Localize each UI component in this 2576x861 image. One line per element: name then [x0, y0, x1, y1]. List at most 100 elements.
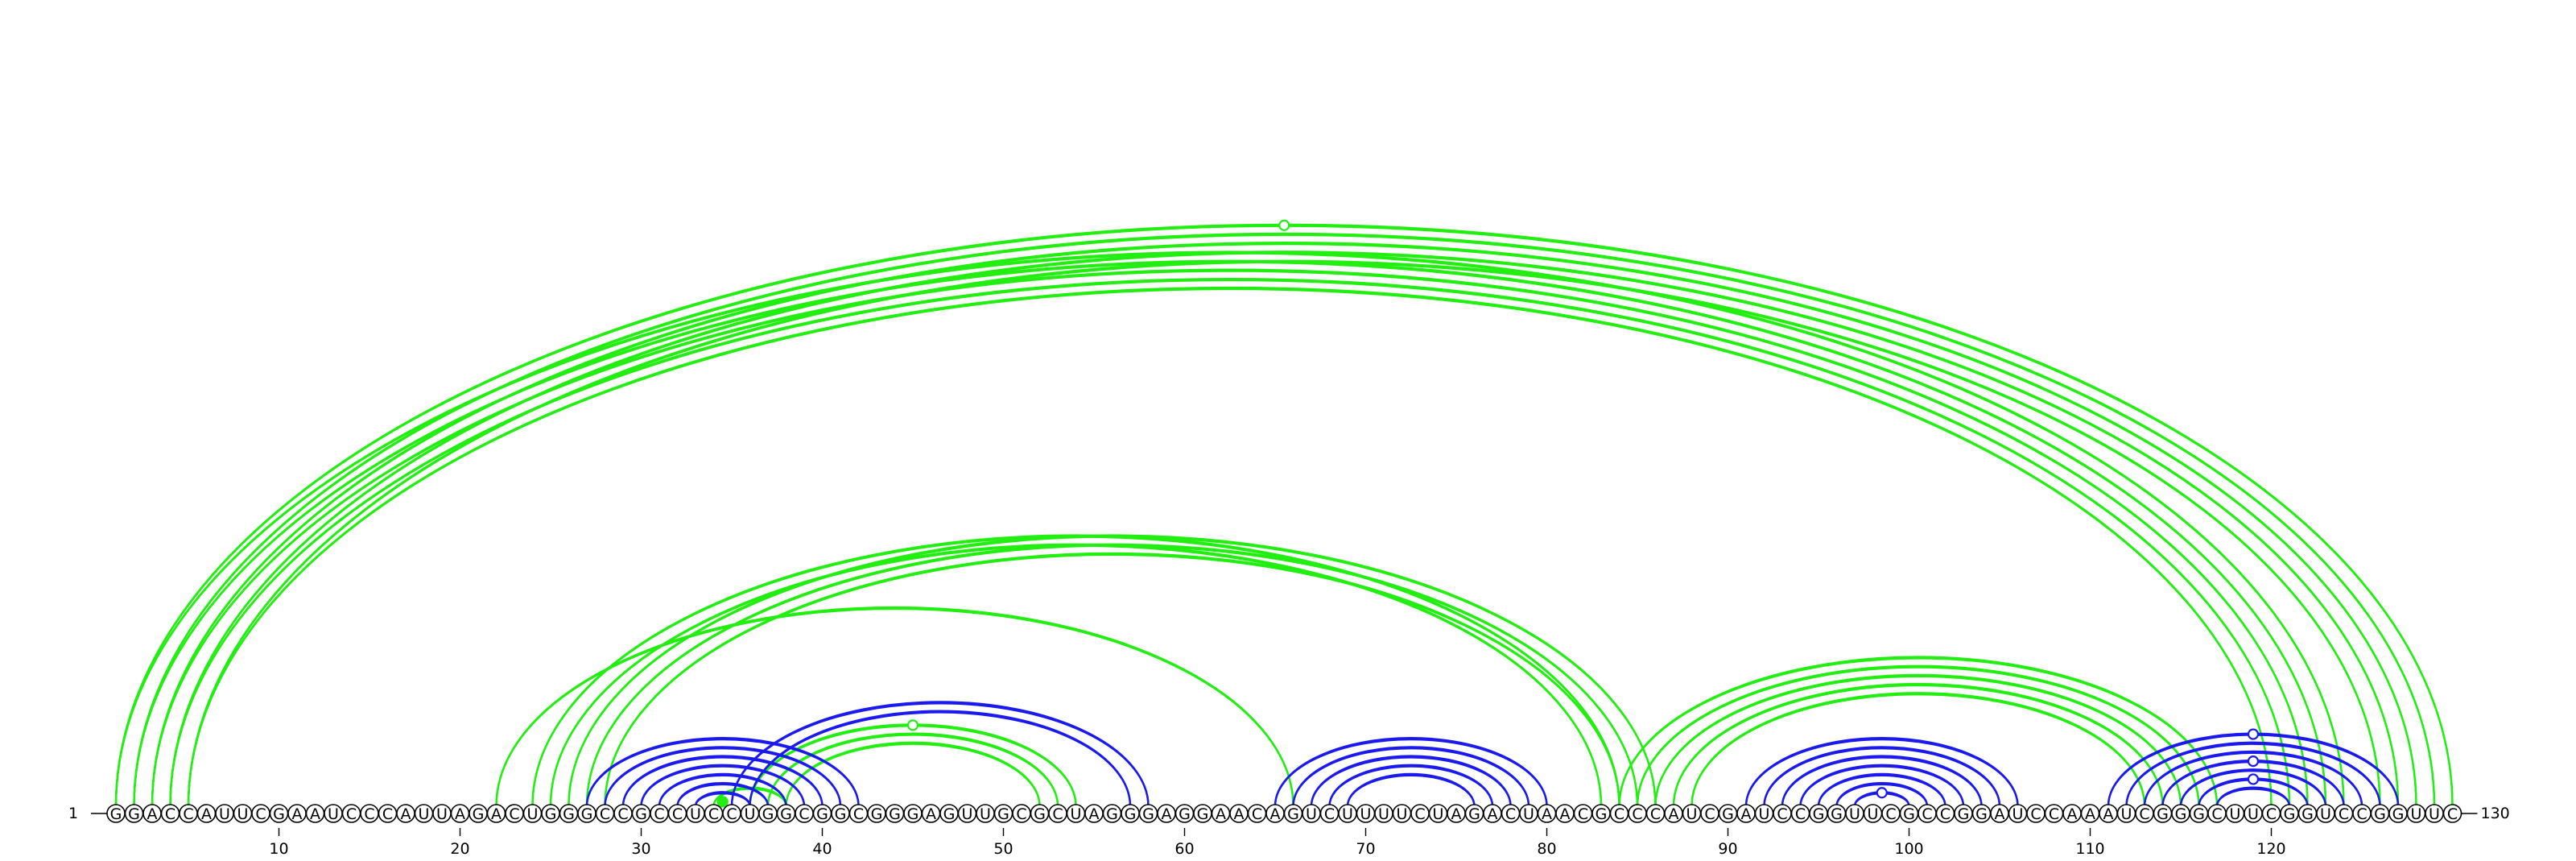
nucleotide-101: C — [1918, 804, 1937, 823]
arc-helix-1-pair-5-126-inner — [187, 261, 2381, 807]
nucleotide-letter-48: U — [962, 805, 973, 823]
nucleotide-letter-96: G — [1831, 805, 1843, 823]
nucleotide-letter-22: A — [491, 805, 502, 823]
arc-helix-8-pair-85-116-outer — [1636, 664, 2200, 807]
arc-helix-11-pair-67-78-outer — [1310, 755, 1512, 807]
nucleotide-81: A — [1555, 804, 1575, 823]
nucleotide-15: C — [360, 804, 379, 823]
nucleotide-45: G — [903, 804, 923, 823]
nucleotide-124: C — [2334, 804, 2354, 823]
nucleotide-letter-42: C — [853, 805, 864, 823]
nucleotide-letter-117: C — [2211, 805, 2222, 823]
nucleotide-letter-16: C — [382, 805, 393, 823]
nucleotide-letter-20: A — [455, 805, 465, 823]
nucleotide-letter-103: G — [1958, 805, 1970, 823]
nucleotide-letter-26: G — [563, 805, 575, 823]
nucleotide-48: U — [957, 804, 977, 823]
nucleotide-130: C — [2442, 804, 2462, 823]
nucleotide-74: U — [1428, 804, 1448, 823]
nucleotide-letter-118: U — [2230, 805, 2241, 823]
arc-helix-9-pair-32-37-outer — [676, 781, 770, 807]
arc-helix-2-pair-2-123-inner — [133, 261, 2327, 807]
nucleotide-letter-121: G — [2284, 805, 2296, 823]
nucleotide-letter-51: C — [1016, 805, 1026, 823]
nucleotide-33: U — [686, 804, 705, 823]
tick-label-120: 120 — [2256, 840, 2285, 857]
arc-helix-12-pair-95-102-outer — [1817, 772, 1946, 807]
nucleotide-72: U — [1392, 804, 1412, 823]
arc-helix-1-pair-1-130-outer — [114, 223, 2454, 807]
nucleotide-letter-129: U — [2429, 805, 2440, 823]
nucleotide-109: A — [2062, 804, 2082, 823]
tick-label-90: 90 — [1718, 840, 1737, 857]
nucleotide-29: C — [613, 804, 633, 823]
arc-helix-6-pair-36-54-inner — [749, 725, 1077, 807]
nucleotide-letter-98: U — [1868, 805, 1879, 823]
arc-helix-1-pair-1-130-inner — [114, 225, 2454, 807]
arc-helix-10-pair-36-57-outer — [749, 710, 1132, 807]
nucleotide-letter-19: U — [436, 805, 448, 823]
tick-label-10: 10 — [269, 840, 288, 857]
nucleotide-letter-80: A — [1542, 805, 1552, 823]
nucleotide-letter-104: G — [1975, 805, 1988, 823]
nucleotide-letter-18: U — [419, 805, 430, 823]
nucleotide-39: C — [795, 804, 814, 823]
nucleotide-letter-52: G — [1034, 805, 1046, 823]
nucleotide-69: U — [1338, 804, 1357, 823]
nucleotide-letter-35: C — [726, 805, 737, 823]
nucleotide-93: C — [1773, 804, 1792, 823]
nucleotide-44: G — [885, 804, 905, 823]
arc-marker-97-100 — [1876, 787, 1888, 799]
nucleotide-letter-34: C — [708, 805, 719, 823]
marker-layer — [716, 219, 2260, 808]
nucleotide-letter-36: U — [745, 805, 756, 823]
nucleotide-19: U — [432, 804, 452, 823]
nucleotide-70: U — [1356, 804, 1376, 823]
nucleotide-letter-30: G — [635, 805, 647, 823]
arc-helix-13-pair-117-121-outer — [2215, 786, 2291, 807]
nucleotide-66: G — [1283, 804, 1303, 823]
arc-helix-9-pair-27-42-outer — [585, 737, 860, 807]
arc-helix-8-pair-88-113-outer — [1690, 692, 2146, 807]
nucleotide-letter-6: A — [201, 805, 212, 823]
arc-helix-10-pair-35-58-outer — [730, 701, 1150, 807]
nucleotide-37: G — [758, 804, 778, 823]
nucleotide-18: U — [414, 804, 434, 823]
nucleotide-letter-67: U — [1306, 805, 1317, 823]
nucleotide-letter-12: A — [310, 805, 320, 823]
tick-label-20: 20 — [450, 840, 469, 857]
nucleotide-letter-128: U — [2411, 805, 2422, 823]
nucleotide-35: C — [722, 804, 741, 823]
nucleotide-129: U — [2425, 804, 2444, 823]
arc-helix-8-pair-84-117-outer — [1618, 656, 2219, 807]
nucleotide-letter-116: G — [2193, 805, 2205, 823]
arc-helix-9-pair-33-36-outer — [694, 791, 751, 807]
nucleotide-letter-55: A — [1089, 805, 1100, 823]
nucleotide-letter-101: C — [1922, 805, 1932, 823]
nucleotide-99: C — [1881, 804, 1901, 823]
tick-label-70: 70 — [1356, 840, 1375, 857]
arc-helix-1-pair-5-126-outer — [187, 259, 2381, 807]
nucleotide-letter-31: C — [654, 805, 664, 823]
nucleotide-letter-94: C — [1795, 805, 1806, 823]
nucleotide-94: C — [1790, 804, 1810, 823]
nucleotide-letter-77: A — [1488, 805, 1498, 823]
nucleotide-79: U — [1519, 804, 1538, 823]
nucleotide-24: U — [522, 804, 543, 823]
nucleotide-letter-53: C — [1052, 805, 1063, 823]
nucleotide-letter-38: G — [780, 805, 792, 823]
nucleotide-96: G — [1827, 804, 1847, 823]
arc-helix-4-pair-24-84-outer — [531, 534, 1620, 807]
nucleotide-113: C — [2135, 804, 2154, 823]
nucleotide-letter-46: A — [926, 805, 936, 823]
nucleotide-78: C — [1501, 804, 1521, 823]
nucleotide-30: G — [631, 804, 651, 823]
arc-helix-13-pair-115-123-outer — [2179, 768, 2327, 807]
nucleotide-14: C — [341, 804, 361, 823]
nucleotide-letter-39: C — [799, 805, 809, 823]
nucleotide-83: G — [1591, 804, 1611, 823]
nucleotide-67: U — [1302, 804, 1321, 823]
nucleotide-letter-60: G — [1179, 805, 1191, 823]
nucleotide-11: A — [287, 804, 307, 823]
nucleotide-letter-4: C — [165, 805, 175, 823]
